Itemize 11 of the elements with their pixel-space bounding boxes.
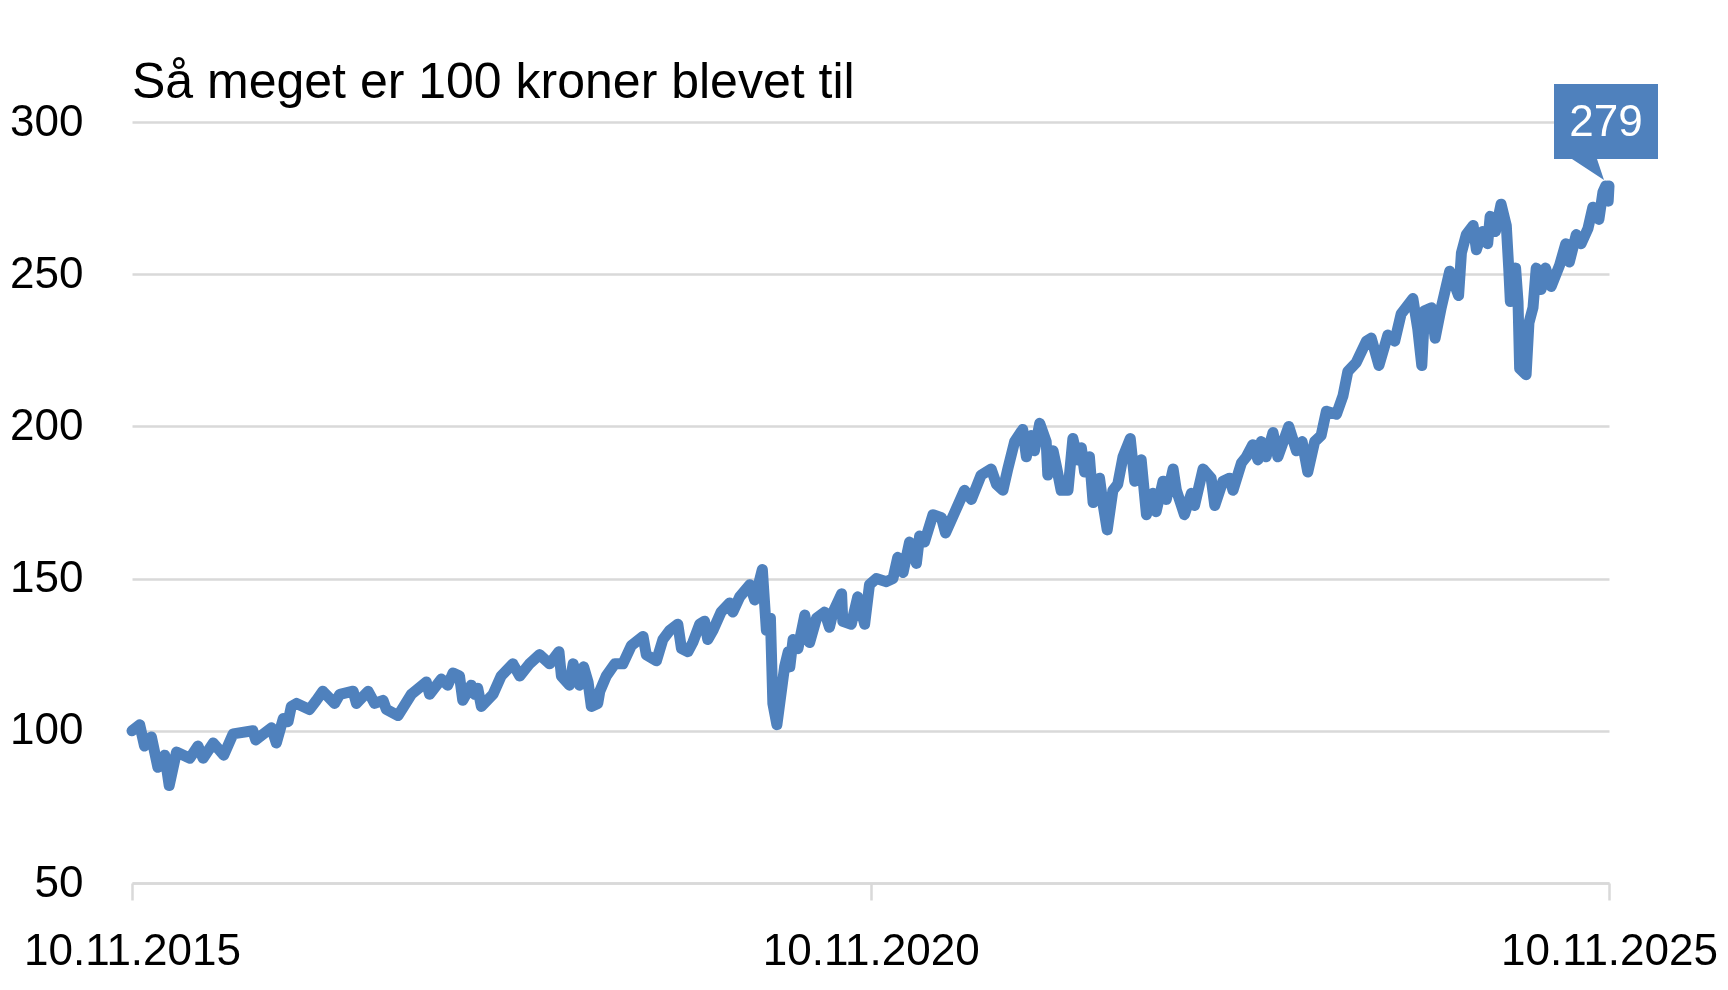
y-tick-label: 150 — [10, 552, 84, 602]
y-tick-label: 300 — [10, 95, 84, 145]
x-tick-label: 10.11.2015 — [24, 924, 241, 974]
x-tick-label: 10.11.2025 — [1501, 924, 1718, 974]
annotation: 279 — [1569, 95, 1643, 145]
y-tick-label: 200 — [10, 399, 84, 449]
x-tick-label: 10.11.2020 — [762, 924, 980, 974]
y-tick-label: 50 — [34, 856, 84, 906]
y-tick-label: 100 — [10, 704, 84, 754]
chart-title: Så meget er 100 kroner blevet til — [132, 52, 855, 109]
y-tick-label: 250 — [10, 247, 84, 297]
